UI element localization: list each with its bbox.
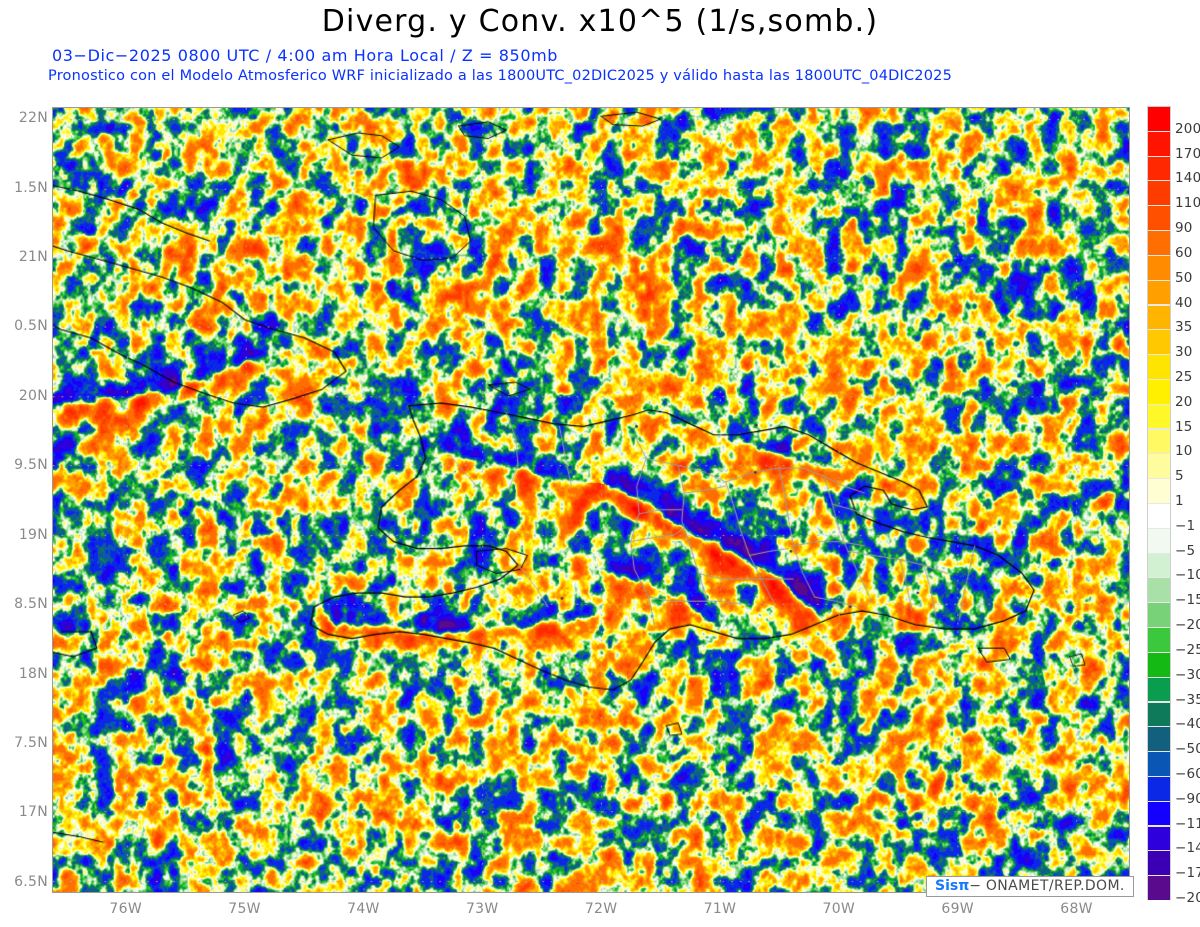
- colorbar-swatch: [1148, 255, 1170, 280]
- colorbar-swatch: [1148, 330, 1170, 355]
- lat-tick-label: 20N: [18, 387, 48, 404]
- lon-tick-label: 73W: [465, 901, 499, 917]
- colorbar-swatch: [1148, 628, 1170, 652]
- colorbar-swatch: [1148, 528, 1170, 553]
- colorbar-swatch: [1148, 107, 1170, 131]
- colorbar-swatch: [1148, 876, 1170, 900]
- colorbar-swatch: [1148, 181, 1170, 206]
- lon-tick-label: 75W: [228, 901, 261, 917]
- colorbar-tick-label: −200: [1175, 890, 1200, 906]
- colorbar-swatch: [1148, 504, 1170, 528]
- colorbar-tick-label: −40: [1175, 716, 1200, 733]
- colorbar[interactable]: [1147, 106, 1171, 900]
- colorbar-tick-label: 170: [1175, 145, 1200, 162]
- colorbar-swatch: [1148, 206, 1170, 230]
- colorbar-tick-label: 140: [1175, 170, 1200, 187]
- map-plot-area[interactable]: [52, 107, 1130, 893]
- colorbar-tick-label: 30: [1175, 344, 1193, 361]
- page-title: Diverg. y Conv. x10^5 (1/s,somb.): [321, 4, 879, 39]
- colorbar-tick-label: −170: [1175, 865, 1200, 882]
- lat-tick-label: 9.5N: [14, 457, 48, 474]
- lat-tick-label: 19N: [18, 526, 48, 543]
- colorbar-swatch: [1148, 429, 1170, 454]
- colorbar-swatch: [1148, 702, 1170, 727]
- colorbar-swatch: [1148, 677, 1170, 702]
- colorbar-tick-label: −5: [1175, 542, 1196, 559]
- colorbar-tick-label: −60: [1175, 765, 1200, 782]
- lon-tick-label: 76W: [109, 901, 142, 917]
- colorbar-swatch: [1148, 752, 1170, 776]
- lat-tick-label: 18N: [18, 665, 48, 682]
- lon-tick-label: 70W: [822, 901, 856, 917]
- colorbar-tick-label: −35: [1175, 691, 1200, 708]
- lat-tick-label: 8.5N: [14, 596, 48, 613]
- lon-tick-label: 71W: [703, 901, 737, 917]
- colorbar-tick-label: −20: [1175, 617, 1200, 634]
- colorbar-tick-label: 200: [1175, 120, 1200, 137]
- colorbar-tick-label: −140: [1175, 840, 1200, 857]
- colorbar-swatch: [1148, 652, 1170, 677]
- colorbar-swatch: [1148, 280, 1170, 305]
- colorbar-tick-label: 25: [1175, 368, 1193, 385]
- lat-tick-label: 22N: [18, 110, 48, 127]
- lat-tick-label: 1.5N: [14, 179, 48, 196]
- colorbar-tick-label: −110: [1175, 815, 1200, 832]
- lon-tick-label: 72W: [584, 901, 618, 917]
- lat-tick-label: 7.5N: [14, 735, 48, 752]
- colorbar-tick-label: 40: [1175, 294, 1193, 311]
- colorbar-tick-label: −1: [1175, 517, 1196, 534]
- colorbar-swatch: [1148, 479, 1170, 503]
- colorbar-tick-label: −90: [1175, 790, 1200, 807]
- colorbar-swatch: [1148, 379, 1170, 404]
- colorbar-tick-label: −30: [1175, 666, 1200, 683]
- colorbar-tick-label: 1: [1175, 493, 1184, 509]
- colorbar-tick-label: −10: [1175, 567, 1200, 584]
- colorbar-swatch: [1148, 578, 1170, 603]
- colorbar-tick-label: 15: [1175, 418, 1193, 435]
- attribution-logo: Sisπ− ONAMET/REP.DOM.: [926, 876, 1134, 897]
- colorbar-swatch: [1148, 404, 1170, 429]
- colorbar-swatch: [1148, 305, 1170, 330]
- colorbar-swatch: [1148, 231, 1170, 255]
- colorbar-swatch: [1148, 851, 1170, 876]
- subtitle-datetime: 03−Dic−2025 0800 UTC / 4:00 am Hora Loca…: [52, 46, 559, 65]
- colorbar-swatch: [1148, 826, 1170, 851]
- lat-lon-gridlines: [53, 108, 1129, 892]
- lat-tick-label: 17N: [18, 804, 48, 821]
- lat-tick-label: 6.5N: [14, 873, 48, 890]
- colorbar-tick-label: 35: [1175, 319, 1193, 336]
- colorbar-tick-label: 20: [1175, 393, 1193, 410]
- logo-agency-text: ONAMET/REP.DOM.: [985, 878, 1125, 894]
- colorbar-swatch: [1148, 156, 1170, 181]
- colorbar-tick-label: 90: [1175, 220, 1193, 237]
- colorbar-swatch: [1148, 454, 1170, 479]
- lon-tick-label: 68W: [1060, 901, 1093, 917]
- logo-separator: −: [969, 878, 982, 894]
- pi-icon: π: [958, 878, 970, 894]
- colorbar-swatch: [1148, 131, 1170, 156]
- colorbar-swatch: [1148, 553, 1170, 578]
- lon-tick-label: 74W: [347, 901, 380, 917]
- colorbar-tick-label: −25: [1175, 641, 1200, 658]
- lon-tick-label: 69W: [941, 901, 974, 917]
- colorbar-tick-label: 110: [1175, 195, 1200, 212]
- colorbar-swatch: [1148, 603, 1170, 627]
- subtitle-model-info: Pronostico con el Modelo Atmosferico WRF…: [48, 68, 953, 84]
- colorbar-swatch: [1148, 727, 1170, 752]
- colorbar-tick-label: 50: [1175, 269, 1193, 286]
- lat-tick-label: 0.5N: [14, 318, 48, 335]
- colorbar-swatch: [1148, 776, 1170, 801]
- lat-tick-label: 21N: [18, 248, 48, 265]
- colorbar-swatch: [1148, 801, 1170, 826]
- colorbar-tick-label: 5: [1175, 468, 1184, 485]
- colorbar-tick-label: −15: [1175, 592, 1200, 609]
- colorbar-swatch: [1148, 355, 1170, 379]
- colorbar-tick-label: 10: [1175, 443, 1193, 460]
- colorbar-tick-label: 60: [1175, 244, 1193, 261]
- colorbar-tick-label: −50: [1175, 741, 1200, 758]
- logo-brand-text: Sis: [935, 878, 959, 894]
